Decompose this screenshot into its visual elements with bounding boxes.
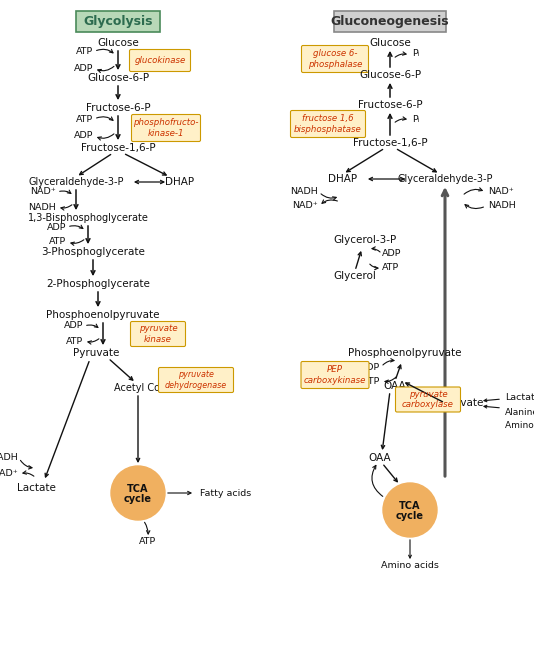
- Text: NAD⁺: NAD⁺: [292, 201, 318, 211]
- Text: NADH: NADH: [0, 453, 18, 463]
- FancyBboxPatch shape: [396, 387, 460, 412]
- Text: Alanine,: Alanine,: [505, 409, 534, 417]
- Text: Glucose-6-P: Glucose-6-P: [87, 73, 149, 83]
- Text: Glyceraldehyde-3-P: Glyceraldehyde-3-P: [397, 174, 493, 184]
- Text: 1,3-Bisphosphoglycerate: 1,3-Bisphosphoglycerate: [28, 213, 148, 223]
- Text: GDP: GDP: [360, 363, 380, 372]
- Text: Amino acids: Amino acids: [381, 561, 439, 570]
- Text: PEP
carboxykinase: PEP carboxykinase: [304, 365, 366, 385]
- Text: NADH: NADH: [488, 201, 516, 211]
- Text: ADP: ADP: [74, 132, 93, 141]
- Text: Glucose: Glucose: [369, 38, 411, 48]
- Text: Pᵢ: Pᵢ: [412, 49, 420, 59]
- Text: NAD⁺: NAD⁺: [30, 188, 56, 197]
- Text: ATP: ATP: [66, 336, 83, 345]
- Text: Acetyl CoA: Acetyl CoA: [114, 383, 166, 393]
- Text: Lactate: Lactate: [505, 393, 534, 403]
- Text: ATP: ATP: [139, 536, 156, 545]
- Text: Amino acids: Amino acids: [505, 420, 534, 430]
- FancyBboxPatch shape: [302, 45, 368, 72]
- Text: Glyceraldehyde-3-P: Glyceraldehyde-3-P: [28, 177, 124, 187]
- Text: NAD⁺: NAD⁺: [0, 470, 18, 478]
- Circle shape: [383, 483, 437, 537]
- Text: Gluconeogenesis: Gluconeogenesis: [331, 14, 449, 28]
- Text: NAD⁺: NAD⁺: [488, 188, 514, 197]
- FancyBboxPatch shape: [131, 114, 200, 141]
- Text: pyruvate
dehydrogenase: pyruvate dehydrogenase: [165, 370, 227, 390]
- Text: Glucose-6-P: Glucose-6-P: [359, 70, 421, 80]
- Text: phosphofructo-
kinase-1: phosphofructo- kinase-1: [134, 118, 199, 138]
- Text: Glycerol-3-P: Glycerol-3-P: [333, 235, 397, 245]
- Text: Phosphoenolpyruvate: Phosphoenolpyruvate: [46, 310, 160, 320]
- Text: NADH: NADH: [28, 203, 56, 211]
- Text: pyruvate
carboxylase: pyruvate carboxylase: [402, 390, 454, 409]
- Text: Fructose-1,6-P: Fructose-1,6-P: [352, 138, 427, 148]
- Text: DHAP: DHAP: [328, 174, 358, 184]
- FancyBboxPatch shape: [334, 11, 446, 32]
- Text: OAA: OAA: [368, 453, 391, 463]
- Text: ATP: ATP: [49, 238, 66, 247]
- Text: Pᵢ: Pᵢ: [412, 114, 420, 124]
- Text: OAA: OAA: [384, 381, 406, 391]
- Text: TCA: TCA: [127, 484, 149, 494]
- FancyBboxPatch shape: [301, 361, 369, 388]
- Text: Pyruvate: Pyruvate: [437, 398, 483, 408]
- Text: ADP: ADP: [382, 249, 402, 259]
- Text: cycle: cycle: [124, 494, 152, 504]
- Text: 2-Phosphoglycerate: 2-Phosphoglycerate: [46, 279, 150, 289]
- FancyBboxPatch shape: [159, 368, 233, 393]
- Text: Fructose-6-P: Fructose-6-P: [358, 100, 422, 110]
- Text: Pyruvate: Pyruvate: [73, 348, 119, 358]
- FancyBboxPatch shape: [290, 111, 365, 138]
- Text: GTP: GTP: [362, 378, 380, 386]
- Text: glucokinase: glucokinase: [135, 56, 186, 65]
- FancyBboxPatch shape: [130, 322, 185, 347]
- Text: cycle: cycle: [396, 511, 424, 521]
- Text: Glycerol: Glycerol: [334, 271, 376, 281]
- Text: ADP: ADP: [46, 222, 66, 232]
- Text: Fructose-6-P: Fructose-6-P: [85, 103, 150, 113]
- Text: 3-Phosphoglycerate: 3-Phosphoglycerate: [41, 247, 145, 257]
- Text: Glucose: Glucose: [97, 38, 139, 48]
- Text: glucose 6-
phosphalase: glucose 6- phosphalase: [308, 49, 362, 68]
- Text: ATP: ATP: [382, 263, 399, 272]
- Text: ADP: ADP: [74, 64, 93, 73]
- Text: NADH: NADH: [290, 188, 318, 197]
- Circle shape: [111, 466, 165, 520]
- Text: ATP: ATP: [76, 47, 93, 56]
- Text: ADP: ADP: [64, 322, 83, 330]
- Text: DHAP: DHAP: [166, 177, 194, 187]
- Text: Phosphoenolpyruvate: Phosphoenolpyruvate: [348, 348, 462, 358]
- Text: Lactate: Lactate: [17, 483, 56, 493]
- FancyBboxPatch shape: [76, 11, 160, 32]
- Text: Fatty acids: Fatty acids: [200, 488, 252, 497]
- Text: Glycolysis: Glycolysis: [83, 14, 153, 28]
- Text: TCA: TCA: [399, 501, 421, 511]
- Text: fructose 1,6
bisphosphatase: fructose 1,6 bisphosphatase: [294, 114, 362, 134]
- Text: Fructose-1,6-P: Fructose-1,6-P: [81, 143, 155, 153]
- FancyBboxPatch shape: [130, 49, 191, 72]
- Text: pyruvate
kinase: pyruvate kinase: [139, 324, 177, 343]
- Text: ATP: ATP: [76, 114, 93, 124]
